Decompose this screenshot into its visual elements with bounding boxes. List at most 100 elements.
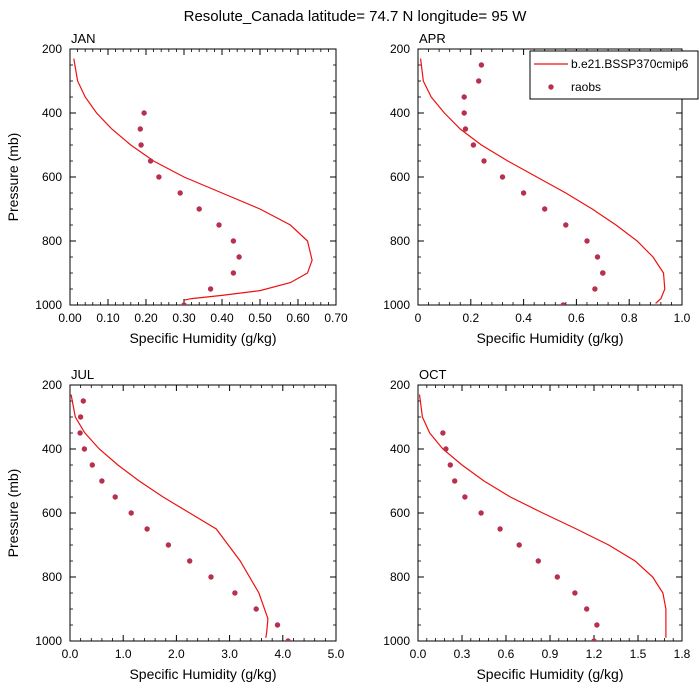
obs-point bbox=[584, 238, 590, 244]
legend-box bbox=[529, 50, 699, 100]
panels: 0.00 0.10 0.20 0.30 0.40 0.50 0.60 0.7020040060… bbox=[5, 31, 699, 682]
obs-point bbox=[584, 606, 590, 612]
panel-title: APR bbox=[419, 31, 446, 46]
x-tick-label: 5.0 bbox=[328, 647, 345, 661]
obs-point bbox=[285, 638, 291, 641]
obs-point bbox=[138, 142, 144, 148]
x-tick-label: 0.10 bbox=[96, 311, 120, 325]
y-tick-label: 600 bbox=[42, 506, 62, 520]
y-tick-label: 400 bbox=[390, 106, 410, 120]
obs-point bbox=[232, 590, 238, 596]
obs-point bbox=[592, 286, 598, 292]
obs-point bbox=[156, 174, 162, 180]
y-tick-label: 1000 bbox=[35, 634, 62, 648]
x-tick-label: 1.0 bbox=[115, 647, 132, 661]
plot-data bbox=[420, 58, 666, 305]
obs-point bbox=[478, 62, 485, 68]
obs-point bbox=[196, 206, 202, 212]
obs-point bbox=[207, 286, 214, 292]
legend-obs-label: raobs bbox=[571, 80, 601, 94]
y-tick-label: 200 bbox=[390, 42, 410, 56]
y-tick-label: 1000 bbox=[35, 298, 62, 312]
y-tick-label: 400 bbox=[42, 442, 62, 456]
obs-point bbox=[89, 462, 96, 468]
panel-title: OCT bbox=[419, 367, 447, 382]
obs-point bbox=[560, 302, 566, 305]
obs-point bbox=[461, 110, 467, 116]
obs-point bbox=[478, 510, 484, 516]
panel-jan: 0.00 0.10 0.20 0.30 0.40 0.50 0.60 0.70 200 400 60… bbox=[5, 31, 348, 346]
plot-data bbox=[70, 394, 291, 641]
legend-marker-swatch bbox=[548, 84, 554, 90]
x-axis-title: Specific Humidity (g/kg) bbox=[476, 330, 623, 346]
x-tick-label: 0.0 bbox=[62, 647, 79, 661]
obs-point bbox=[99, 478, 105, 484]
legend: b.e21.BSSP370cmip6 raobs bbox=[529, 50, 699, 100]
x-tick-label: 0 bbox=[415, 311, 422, 325]
obs-point bbox=[594, 622, 600, 628]
obs-point bbox=[144, 526, 150, 532]
x-axis-title: Specific Humidity (g/kg) bbox=[129, 666, 276, 682]
plot-frame bbox=[69, 48, 337, 306]
obs-point bbox=[594, 254, 601, 260]
obs-point bbox=[447, 462, 453, 468]
obs-point bbox=[137, 126, 143, 132]
obs-point bbox=[253, 606, 259, 612]
obs-point bbox=[572, 590, 578, 596]
obs-point bbox=[274, 622, 281, 628]
model-line bbox=[73, 58, 313, 301]
y-tick-label: 600 bbox=[390, 506, 410, 520]
y-tick-label: 600 bbox=[390, 170, 410, 184]
y-tick-label: 800 bbox=[42, 234, 62, 248]
obs-point bbox=[440, 430, 446, 436]
obs-point bbox=[461, 94, 467, 100]
plot-data bbox=[418, 394, 667, 641]
obs-point bbox=[462, 126, 469, 132]
plot-data bbox=[73, 58, 313, 305]
x-tick-label: 1.8 bbox=[674, 647, 691, 661]
obs-point bbox=[141, 110, 147, 116]
y-tick-label: 400 bbox=[42, 106, 62, 120]
obs-point bbox=[177, 190, 183, 196]
obs-point bbox=[112, 494, 118, 500]
x-tick-label: 0.6 bbox=[498, 647, 515, 661]
x-tick-label: 0.9 bbox=[542, 647, 559, 661]
obs-point bbox=[591, 638, 597, 641]
legend-model-label: b.e21.BSSP370cmip6 bbox=[571, 57, 689, 71]
x-tick-label: 0.2 bbox=[462, 311, 479, 325]
obs-point bbox=[600, 270, 606, 276]
model-line bbox=[70, 394, 269, 638]
x-tick-label: 0.6 bbox=[568, 311, 585, 325]
y-axis-title: Pressure (mb) bbox=[5, 469, 21, 558]
obs-point bbox=[216, 222, 222, 228]
y-tick-label: 400 bbox=[390, 442, 410, 456]
obs-point bbox=[230, 270, 237, 276]
obs-point bbox=[230, 238, 237, 244]
obs-point bbox=[497, 526, 503, 532]
panel-oct: 0.0 0.3 0.6 0.9 1.2 1.5 1.8 200 400 600 800 1000 Spe… bbox=[383, 367, 690, 682]
x-tick-label: 3.0 bbox=[221, 647, 238, 661]
x-axis-title: Specific Humidity (g/kg) bbox=[129, 330, 276, 346]
obs-point bbox=[535, 558, 541, 564]
x-tick-label: 2.0 bbox=[168, 647, 185, 661]
obs-point bbox=[187, 558, 193, 564]
x-tick-label: 1.0 bbox=[674, 311, 691, 325]
obs-point bbox=[499, 174, 506, 180]
obs-point bbox=[80, 398, 87, 404]
x-axis-title: Specific Humidity (g/kg) bbox=[476, 666, 623, 682]
y-tick-label: 800 bbox=[390, 570, 410, 584]
x-tick-label: 0.50 bbox=[248, 311, 272, 325]
obs-point bbox=[236, 254, 242, 260]
x-tick-label: 0.20 bbox=[134, 311, 158, 325]
x-tick-label: 0.70 bbox=[324, 311, 348, 325]
main-title: Resolute_Canada latitude= 74.7 N longitu… bbox=[184, 8, 528, 25]
obs-point bbox=[476, 78, 482, 84]
x-tick-label: 1.2 bbox=[586, 647, 603, 661]
y-tick-label: 200 bbox=[390, 378, 410, 392]
x-tick-label: 0.4 bbox=[515, 311, 532, 325]
obs-point bbox=[452, 478, 458, 484]
obs-point bbox=[165, 542, 172, 548]
y-tick-label: 800 bbox=[42, 570, 62, 584]
y-tick-label: 200 bbox=[42, 42, 62, 56]
